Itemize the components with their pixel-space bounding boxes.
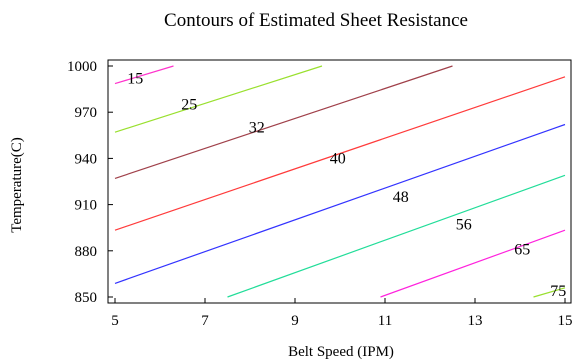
x-tick-label: 9 <box>291 313 299 329</box>
chart-title: Contours of Estimated Sheet Resistance <box>164 10 468 31</box>
contour-line-40 <box>114 76 566 231</box>
y-tick-label: 940 <box>75 151 98 167</box>
contour-line-75 <box>533 287 566 298</box>
y-tick-label: 850 <box>75 290 98 306</box>
y-tick-label: 1000 <box>67 59 97 75</box>
x-tick-label: 11 <box>378 313 392 329</box>
contour-line-25 <box>114 65 323 133</box>
x-tick-label: 15 <box>558 313 573 329</box>
y-tick-label: 970 <box>75 105 98 121</box>
contour-line-48 <box>114 123 566 284</box>
contour-label-25: 25 <box>181 97 197 114</box>
x-tick-label: 7 <box>201 313 209 329</box>
contour-lines <box>114 65 566 298</box>
contour-label-15: 15 <box>127 70 143 87</box>
x-axis-ticks: 5 7 9 11 13 15 <box>111 298 573 329</box>
y-axis-label: Temperature(C) <box>9 137 25 233</box>
contour-label-40: 40 <box>330 150 346 167</box>
contour-line-15 <box>114 65 174 85</box>
y-tick-label: 910 <box>75 198 98 214</box>
contour-label-48: 48 <box>393 189 409 206</box>
contour-line-65 <box>380 229 566 298</box>
contour-label-75: 75 <box>550 283 566 300</box>
contour-labels: 15 25 32 40 48 56 65 75 <box>127 70 566 300</box>
x-tick-label: 5 <box>111 313 119 329</box>
x-tick-label: 13 <box>468 313 483 329</box>
contour-line-56 <box>227 174 566 298</box>
contour-line-32 <box>114 65 453 179</box>
contour-label-56: 56 <box>456 217 472 234</box>
contour-label-65: 65 <box>514 241 530 258</box>
contour-label-32: 32 <box>249 120 265 137</box>
y-tick-label: 880 <box>75 244 98 260</box>
plot-frame <box>107 59 572 304</box>
y-axis-ticks: 850 880 910 940 970 1000 <box>67 59 113 306</box>
x-axis-label: Belt Speed (IPM) <box>288 344 394 360</box>
